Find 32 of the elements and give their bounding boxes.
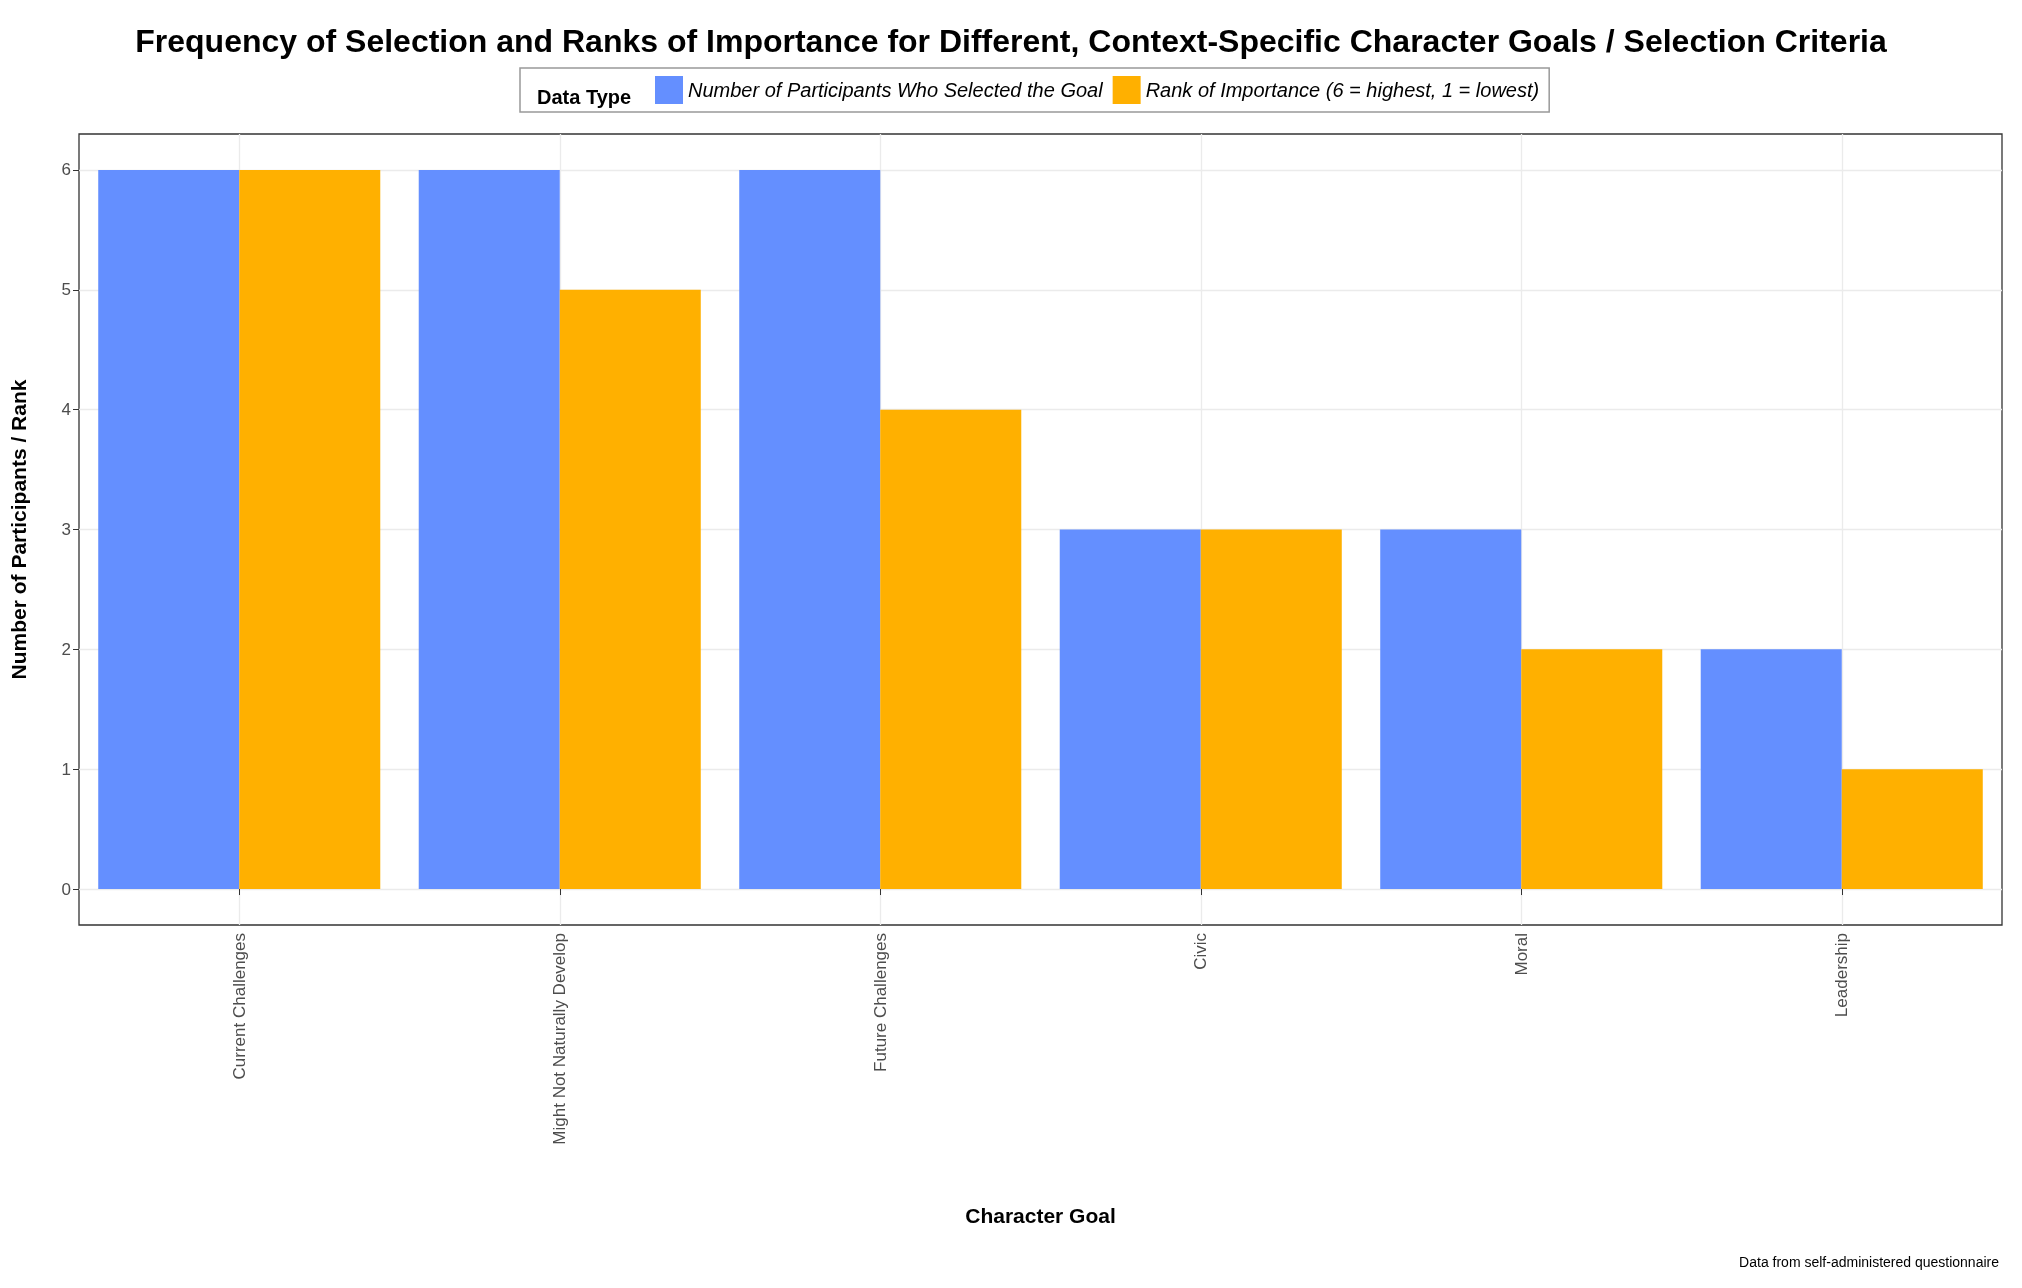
bar bbox=[418, 169, 560, 890]
text: Data from self-administered questionnaire bbox=[1739, 1254, 2000, 1270]
y-axis-title: Number of Participants / Rank bbox=[7, 379, 30, 680]
x-tick-label: Civic bbox=[1191, 932, 1211, 970]
y-tick-label: 3 bbox=[61, 520, 71, 539]
y-tick-label: 0 bbox=[61, 879, 71, 899]
y-tick-label: 4 bbox=[61, 400, 71, 420]
x-tick-label: Might Not Naturally Develop bbox=[550, 933, 570, 1145]
bar bbox=[239, 169, 381, 890]
legend-title: Data Type bbox=[537, 86, 632, 108]
chart-title: Frequency of Selection and Ranks of Importance for Different, Context-Specific Character Goals / Selection Criteria bbox=[135, 23, 1887, 59]
x-tick-label: Future Challenges bbox=[870, 933, 890, 1072]
y-tick-label: 5 bbox=[61, 280, 71, 300]
y-tick-label: 1 bbox=[61, 759, 71, 779]
y-tick-label: 6 bbox=[61, 160, 71, 180]
legend-label: Number of Participants Who Selected the Goal bbox=[688, 79, 1104, 101]
bar bbox=[1200, 529, 1342, 890]
bar bbox=[1521, 649, 1663, 890]
x-tick-label: Leadership bbox=[1832, 933, 1852, 1018]
x-tick-label: Current Challenges bbox=[229, 933, 249, 1080]
legend-label: Rank of Importance (6 = highest, 1 = lowest) bbox=[1145, 79, 1540, 101]
x-tick-label: Moral bbox=[1511, 933, 1531, 976]
x-axis-title: Character Goal bbox=[965, 1204, 1116, 1227]
bar bbox=[880, 409, 1022, 890]
bar bbox=[1380, 529, 1522, 890]
bar bbox=[559, 289, 701, 890]
bar bbox=[98, 169, 240, 890]
bar bbox=[739, 169, 881, 890]
bar bbox=[1841, 769, 1983, 890]
bar bbox=[1700, 649, 1842, 890]
bar bbox=[1059, 529, 1201, 890]
y-tick-label: 2 bbox=[61, 639, 71, 659]
